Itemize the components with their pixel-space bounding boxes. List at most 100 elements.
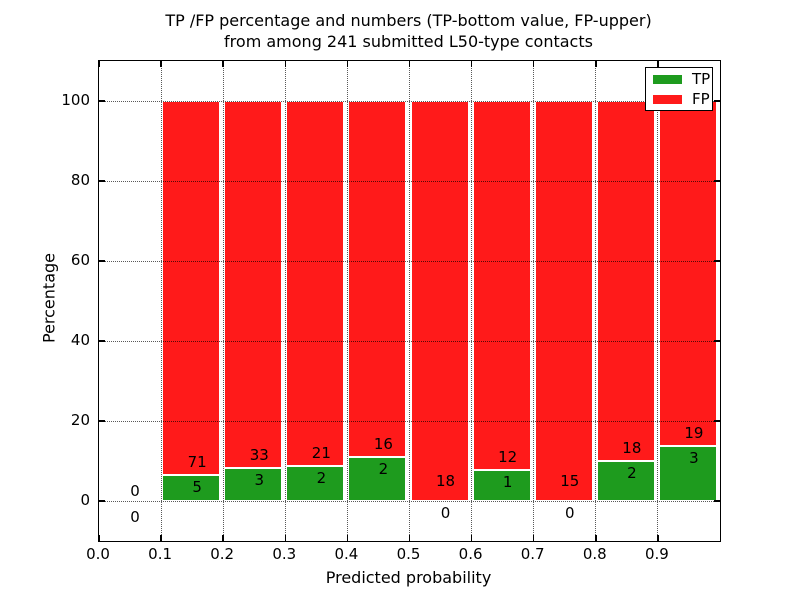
x-tick-top bbox=[346, 61, 349, 67]
bar-fp-segment bbox=[162, 101, 221, 475]
x-tick-bottom bbox=[408, 535, 411, 541]
y-tick-left bbox=[99, 180, 105, 182]
bar-tp-segment bbox=[348, 456, 407, 501]
x-tick-top bbox=[222, 61, 224, 67]
x-axis-label: Predicted probability bbox=[325, 568, 492, 587]
bar-fp-segment bbox=[286, 101, 345, 467]
fp-count-label: 0 bbox=[130, 482, 140, 500]
tp-count-label: 2 bbox=[627, 464, 637, 482]
y-tick-right bbox=[714, 260, 720, 262]
fp-count-label: 18 bbox=[622, 439, 642, 457]
legend-swatch-tp-icon bbox=[653, 74, 682, 84]
tp-count-label: 0 bbox=[440, 504, 451, 522]
y-tick-left bbox=[99, 420, 105, 422]
x-tick-top bbox=[160, 61, 162, 67]
x-tick-bottom bbox=[532, 535, 535, 541]
tp-count-label: 5 bbox=[192, 477, 202, 496]
y-tick-right bbox=[714, 420, 720, 422]
x-tick-label: 0.6 bbox=[458, 545, 483, 563]
y-tick-right bbox=[714, 500, 720, 502]
bar-tp-segment bbox=[472, 470, 531, 501]
x-tick-label: 0.0 bbox=[86, 545, 110, 563]
tp-count-label: 3 bbox=[254, 470, 265, 489]
bar-tp-segment bbox=[596, 461, 655, 501]
v-gridline bbox=[409, 61, 410, 541]
x-tick-bottom bbox=[222, 535, 224, 541]
tp-count-label: 0 bbox=[564, 504, 575, 522]
x-tick-top bbox=[657, 61, 659, 67]
v-gridline bbox=[222, 61, 224, 541]
plot-area: TP FP 0 0 71 5 33 3 21 2 16 2 18 0 12 1 15 0 18 2 19 3 bbox=[98, 60, 721, 542]
legend-entry-fp: FP bbox=[646, 90, 712, 108]
x-tick-label: 0.1 bbox=[148, 545, 173, 563]
fp-count-label: 71 bbox=[187, 452, 207, 471]
x-tick-top bbox=[284, 61, 287, 67]
y-tick-left bbox=[99, 260, 105, 262]
stacked-bar bbox=[224, 101, 283, 501]
tp-count-label: 1 bbox=[502, 473, 513, 492]
stacked-bar bbox=[472, 101, 531, 501]
stacked-bar bbox=[286, 101, 345, 501]
stacked-bar bbox=[348, 101, 407, 501]
fp-count-label: 18 bbox=[436, 472, 456, 490]
v-gridline bbox=[471, 61, 473, 541]
y-tick-label: 20 bbox=[70, 411, 90, 429]
fp-count-label: 16 bbox=[373, 434, 393, 453]
bar-fp-segment bbox=[410, 101, 469, 501]
v-gridline bbox=[284, 61, 286, 541]
chart-title-line1: TP /FP percentage and numbers (TP-bottom… bbox=[165, 11, 652, 30]
tp-count-label: 2 bbox=[378, 459, 389, 478]
legend-label-fp: FP bbox=[692, 90, 710, 108]
fp-count-label: 15 bbox=[560, 472, 580, 490]
fp-count-label: 33 bbox=[249, 445, 269, 464]
legend-swatch-fp-icon bbox=[653, 94, 682, 104]
bar-tp-segment bbox=[162, 474, 221, 501]
legend-entry-tp: TP bbox=[646, 70, 712, 88]
stacked-bar bbox=[534, 101, 593, 501]
x-tick-label: 0.3 bbox=[272, 545, 297, 563]
x-tick-bottom bbox=[657, 535, 659, 541]
x-tick-label: 0.9 bbox=[644, 545, 669, 563]
chart-title-line2: from among 241 submitted L50-type contac… bbox=[224, 32, 593, 51]
x-tick-top bbox=[408, 61, 411, 67]
bar-fp-segment bbox=[224, 101, 283, 468]
x-tick-top bbox=[98, 61, 100, 67]
fp-count-label: 19 bbox=[684, 424, 704, 443]
y-tick-left bbox=[99, 100, 105, 102]
x-tick-bottom bbox=[98, 535, 100, 541]
x-tick-label: 0.8 bbox=[582, 545, 607, 563]
fp-count-label: 12 bbox=[498, 448, 518, 467]
v-gridline bbox=[160, 61, 162, 541]
bar-tp-segment bbox=[224, 467, 283, 501]
x-tick-top bbox=[470, 61, 473, 67]
x-tick-bottom bbox=[346, 535, 349, 541]
y-tick-right bbox=[714, 340, 720, 342]
stacked-bar bbox=[596, 101, 655, 501]
x-tick-bottom bbox=[470, 535, 473, 541]
stacked-bar bbox=[410, 101, 469, 501]
x-tick-label: 0.2 bbox=[210, 545, 235, 563]
x-tick-label: 0.5 bbox=[396, 545, 421, 563]
legend-label-tp: TP bbox=[692, 70, 711, 88]
bar-fp-segment bbox=[534, 101, 593, 501]
bar-tp-segment bbox=[286, 466, 345, 501]
x-tick-top bbox=[532, 61, 535, 67]
v-gridline bbox=[533, 61, 535, 541]
bar-tp-segment bbox=[658, 446, 717, 501]
x-tick-top bbox=[595, 61, 597, 67]
tp-count-label: 0 bbox=[130, 508, 140, 526]
y-tick-label: 80 bbox=[70, 171, 90, 189]
stacked-bar bbox=[162, 101, 221, 501]
tp-count-label: 3 bbox=[689, 449, 699, 468]
x-tick-bottom bbox=[284, 535, 287, 541]
x-tick-bottom bbox=[160, 535, 162, 541]
y-tick-label: 60 bbox=[70, 251, 90, 269]
v-gridline bbox=[346, 61, 348, 541]
fp-count-label: 21 bbox=[311, 444, 331, 463]
x-tick-bottom bbox=[595, 535, 597, 541]
v-gridline bbox=[657, 61, 659, 541]
bar-fp-segment bbox=[472, 101, 531, 471]
y-tick-label: 40 bbox=[70, 331, 90, 349]
y-tick-label: 0 bbox=[80, 491, 90, 509]
